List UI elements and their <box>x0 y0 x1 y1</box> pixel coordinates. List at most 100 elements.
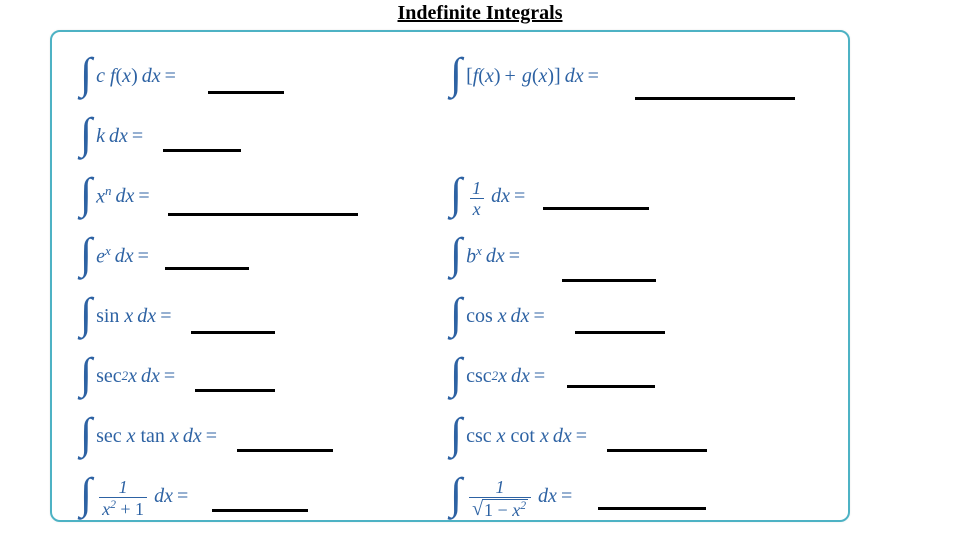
integrand: k <box>96 125 105 148</box>
answer-blank <box>607 449 707 452</box>
integral-sign: ∫ <box>80 416 92 451</box>
differential: dx <box>141 365 160 388</box>
formula-grid: ∫c f(x) dx=∫[ f(x)+g(x)] dx=∫k dx=∫xn dx… <box>52 32 848 520</box>
integrand: sec2x <box>96 365 137 388</box>
differential: dx <box>511 305 530 328</box>
integrand: 1x <box>466 177 487 216</box>
integrand: ex <box>96 243 111 269</box>
integral-sign: ∫ <box>450 296 462 331</box>
integrand: 1x2 + 1 <box>96 476 150 516</box>
answer-blank <box>543 207 649 210</box>
equals-sign: = <box>132 125 143 148</box>
equals-sign: = <box>206 425 217 448</box>
integrand: sin x <box>96 305 133 328</box>
formula-row: ∫k dx= <box>80 110 820 162</box>
formula-row: ∫sin x dx=∫cos x dx= <box>80 290 820 342</box>
integrand: c f(x) <box>96 65 138 88</box>
formula-cell: ∫1x2 + 1 dx= <box>80 476 450 516</box>
differential: dx <box>109 125 128 148</box>
integral-sign: ∫ <box>450 236 462 271</box>
answer-blank <box>237 449 333 452</box>
integrand: cos x <box>466 305 507 328</box>
formula-panel: ∫c f(x) dx=∫[ f(x)+g(x)] dx=∫k dx=∫xn dx… <box>50 30 850 522</box>
equals-sign: = <box>164 365 175 388</box>
formula-row: ∫1x2 + 1 dx=∫1√1 − x2 dx= <box>80 470 820 522</box>
differential: dx <box>115 245 134 268</box>
integral-sign: ∫ <box>450 176 462 211</box>
integral-sign: ∫ <box>80 116 92 151</box>
integrand: csc2x <box>466 365 507 388</box>
formula-cell: ∫cos x dx= <box>450 298 820 333</box>
formula-cell: ∫c f(x) dx= <box>80 58 450 93</box>
page-title: Indefinite Integrals <box>0 2 960 25</box>
formula-cell: ∫k dx= <box>80 118 450 153</box>
integral-sign: ∫ <box>450 356 462 391</box>
formula-row: ∫sec x tan x dx=∫csc x cot x dx= <box>80 410 820 462</box>
formula-cell: ∫csc x cot x dx= <box>450 418 820 453</box>
differential: dx <box>491 185 510 208</box>
integrand: [ f(x)+g(x)] <box>466 65 561 88</box>
differential: dx <box>154 485 173 508</box>
integral-sign: ∫ <box>80 236 92 271</box>
answer-blank <box>195 389 275 392</box>
equals-sign: = <box>534 305 545 328</box>
equals-sign: = <box>534 365 545 388</box>
integral-sign: ∫ <box>80 356 92 391</box>
answer-blank <box>212 509 308 512</box>
integral-sign: ∫ <box>80 176 92 211</box>
differential: dx <box>486 245 505 268</box>
formula-cell: ∫1x dx= <box>450 177 820 216</box>
differential: dx <box>553 425 572 448</box>
formula-cell: ∫ex dx= <box>80 238 450 273</box>
integrand: 1√1 − x2 <box>466 476 534 517</box>
answer-blank <box>575 331 665 334</box>
integral-sign: ∫ <box>80 476 92 511</box>
integrand: xn <box>96 183 111 209</box>
answer-blank <box>562 279 656 282</box>
differential: dx <box>183 425 202 448</box>
integral-sign: ∫ <box>80 56 92 91</box>
page: Indefinite Integrals ∫c f(x) dx=∫[ f(x)+… <box>0 0 960 540</box>
answer-blank <box>163 149 241 152</box>
equals-sign: = <box>588 65 599 88</box>
equals-sign: = <box>138 185 149 208</box>
answer-blank <box>165 267 249 270</box>
equals-sign: = <box>576 425 587 448</box>
answer-blank <box>191 331 275 334</box>
formula-row: ∫xn dx=∫1x dx= <box>80 170 820 222</box>
formula-row: ∫sec2x dx=∫csc2x dx= <box>80 350 820 402</box>
differential: dx <box>137 305 156 328</box>
formula-cell: ∫1√1 − x2 dx= <box>450 476 820 517</box>
formula-cell: ∫sec x tan x dx= <box>80 418 450 453</box>
equals-sign: = <box>514 185 525 208</box>
integral-sign: ∫ <box>80 296 92 331</box>
equals-sign: = <box>509 245 520 268</box>
equals-sign: = <box>138 245 149 268</box>
formula-row: ∫c f(x) dx=∫[ f(x)+g(x)] dx= <box>80 50 820 102</box>
differential: dx <box>538 485 557 508</box>
integral-sign: ∫ <box>450 56 462 91</box>
integral-sign: ∫ <box>450 416 462 451</box>
formula-cell: ∫csc2x dx= <box>450 358 820 393</box>
formula-cell: ∫bx dx= <box>450 238 820 273</box>
formula-cell: ∫[ f(x)+g(x)] dx= <box>450 58 820 93</box>
integrand: bx <box>466 243 482 269</box>
formula-row: ∫ex dx=∫bx dx= <box>80 230 820 282</box>
integral-sign: ∫ <box>450 476 462 511</box>
integrand: csc x cot x <box>466 425 549 448</box>
answer-blank <box>208 91 284 94</box>
differential: dx <box>115 185 134 208</box>
formula-cell: ∫sin x dx= <box>80 298 450 333</box>
differential: dx <box>565 65 584 88</box>
equals-sign: = <box>160 305 171 328</box>
answer-blank <box>567 385 655 388</box>
integrand: sec x tan x <box>96 425 179 448</box>
equals-sign: = <box>165 65 176 88</box>
answer-blank <box>168 213 358 216</box>
equals-sign: = <box>177 485 188 508</box>
equals-sign: = <box>561 485 572 508</box>
differential: dx <box>142 65 161 88</box>
differential: dx <box>511 365 530 388</box>
answer-blank <box>598 507 706 510</box>
formula-cell: ∫xn dx= <box>80 178 450 213</box>
